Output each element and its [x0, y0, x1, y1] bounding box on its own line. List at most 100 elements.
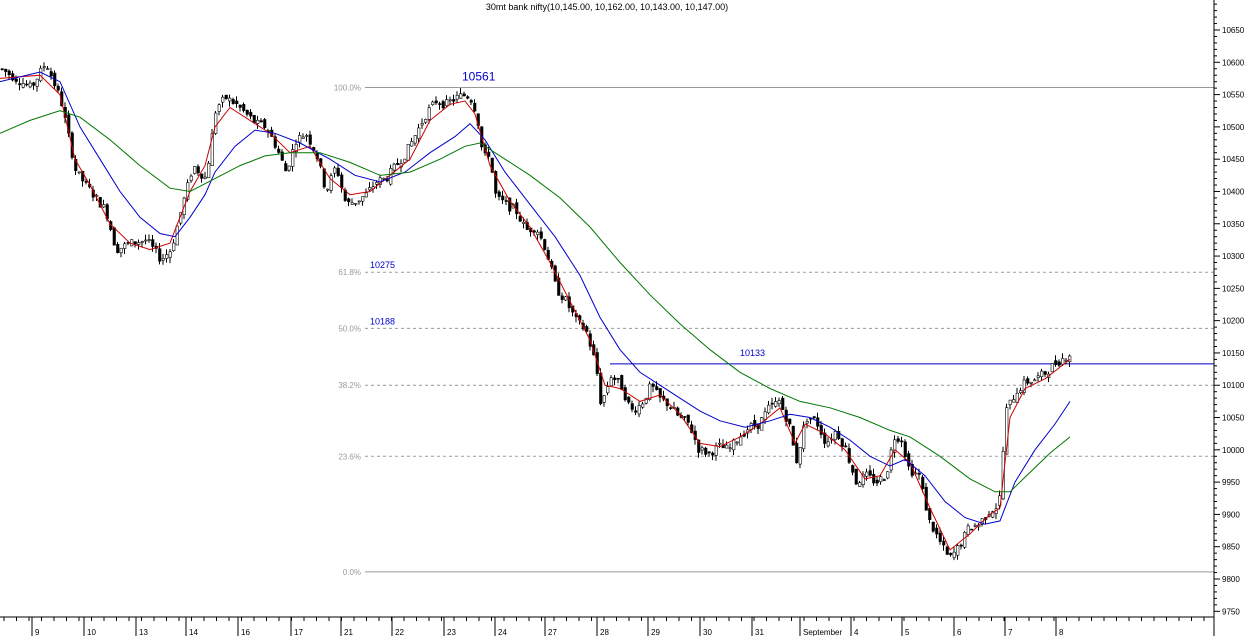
price-tick-label: 10500	[1222, 123, 1245, 132]
time-tick-label: 21	[344, 628, 353, 636]
candle-body	[1026, 378, 1030, 384]
candle-body	[368, 187, 372, 191]
candle-body	[539, 231, 543, 239]
fib-level-label: 61.8%	[338, 268, 361, 277]
time-tick-label: 14	[189, 628, 198, 636]
candle-body	[25, 83, 29, 86]
candle-body	[116, 244, 120, 253]
candle-body	[522, 221, 526, 224]
candle-body	[172, 242, 176, 252]
candle-body	[21, 83, 25, 88]
candle-body	[896, 438, 900, 442]
candle-body	[196, 166, 200, 174]
candle-body	[158, 248, 162, 262]
candle-body	[557, 277, 561, 296]
candle-body	[189, 175, 193, 181]
candle-body	[1043, 371, 1047, 375]
candle-body	[228, 97, 232, 102]
candles	[0, 62, 1072, 561]
candle-body	[753, 419, 757, 427]
candle-body	[256, 120, 260, 124]
candle-body	[343, 189, 347, 201]
candle-body	[214, 112, 218, 134]
time-tick-label: 7	[1008, 628, 1013, 636]
candle-body	[364, 192, 368, 198]
candle-body	[119, 247, 123, 254]
candle-body	[935, 527, 939, 535]
candle-body	[284, 163, 288, 172]
candle-body	[350, 202, 354, 205]
candle-body	[410, 141, 414, 147]
candle-body	[651, 383, 655, 387]
candle-body	[277, 148, 281, 153]
candle-body	[900, 440, 904, 443]
candle-body	[718, 442, 722, 445]
candle-body	[329, 175, 333, 191]
candle-body	[42, 66, 46, 68]
candle-body	[207, 162, 211, 178]
candle-body	[494, 171, 498, 194]
candle-body	[14, 78, 18, 82]
candle-body	[938, 532, 942, 542]
candle-body	[420, 123, 424, 126]
candle-body	[424, 119, 428, 123]
fib-level-label: 50.0%	[338, 324, 361, 333]
candle-body	[732, 439, 736, 451]
candle-body	[560, 295, 564, 300]
candle-body	[669, 407, 673, 409]
candle-body	[973, 524, 977, 527]
candle-body	[294, 143, 298, 153]
candle-body	[431, 101, 435, 106]
candle-body	[200, 173, 204, 179]
time-tick-label: 6	[957, 628, 962, 636]
candle-body	[291, 149, 295, 167]
candle-body	[805, 421, 809, 424]
price-tick-label: 10400	[1222, 187, 1245, 196]
candle-body	[445, 99, 449, 106]
candle-body	[697, 439, 701, 453]
candle-body	[1054, 360, 1058, 365]
candle-body	[872, 473, 876, 484]
candle-body	[767, 404, 771, 414]
candle-body	[1040, 370, 1044, 378]
candle-body	[1012, 399, 1016, 403]
candle-body	[403, 158, 407, 163]
candle-body	[448, 99, 452, 102]
candle-body	[959, 544, 963, 547]
candle-body	[735, 441, 739, 444]
candle-body	[357, 200, 361, 203]
candle-body	[413, 135, 417, 144]
candle-body	[497, 191, 501, 197]
time-tick-label: 24	[498, 628, 507, 636]
price-tick-label: 9900	[1222, 510, 1240, 519]
price-tick-label: 10100	[1222, 381, 1245, 390]
candle-body	[137, 242, 141, 245]
price-tick-label: 10450	[1222, 155, 1245, 164]
candle-body	[788, 418, 792, 425]
candle-body	[1019, 390, 1023, 394]
price-tick-label: 10200	[1222, 317, 1245, 326]
candle-body	[508, 197, 512, 212]
candle-body	[168, 251, 172, 258]
candle-body	[1064, 359, 1068, 362]
candle-body	[819, 425, 823, 435]
candle-body	[686, 414, 690, 423]
candle-body	[648, 383, 652, 400]
candle-body	[406, 144, 410, 161]
moving-averages	[0, 71, 1071, 551]
candle-body	[77, 171, 81, 174]
candle-body	[165, 254, 169, 259]
time-tick-label: 28	[600, 628, 609, 636]
time-tick-label: 8	[1059, 628, 1064, 636]
candle-body	[1022, 379, 1026, 393]
candle-body	[623, 387, 627, 401]
fib-level-label: 38.2%	[338, 381, 361, 390]
annotations: 10561 10133	[462, 69, 765, 357]
candle-body	[917, 472, 921, 475]
candle-body	[49, 71, 53, 77]
candle-body	[739, 436, 743, 446]
candle-body	[770, 402, 774, 405]
price-tick-label: 10550	[1222, 91, 1245, 100]
candle-body	[487, 151, 491, 157]
candle-body	[242, 104, 246, 111]
